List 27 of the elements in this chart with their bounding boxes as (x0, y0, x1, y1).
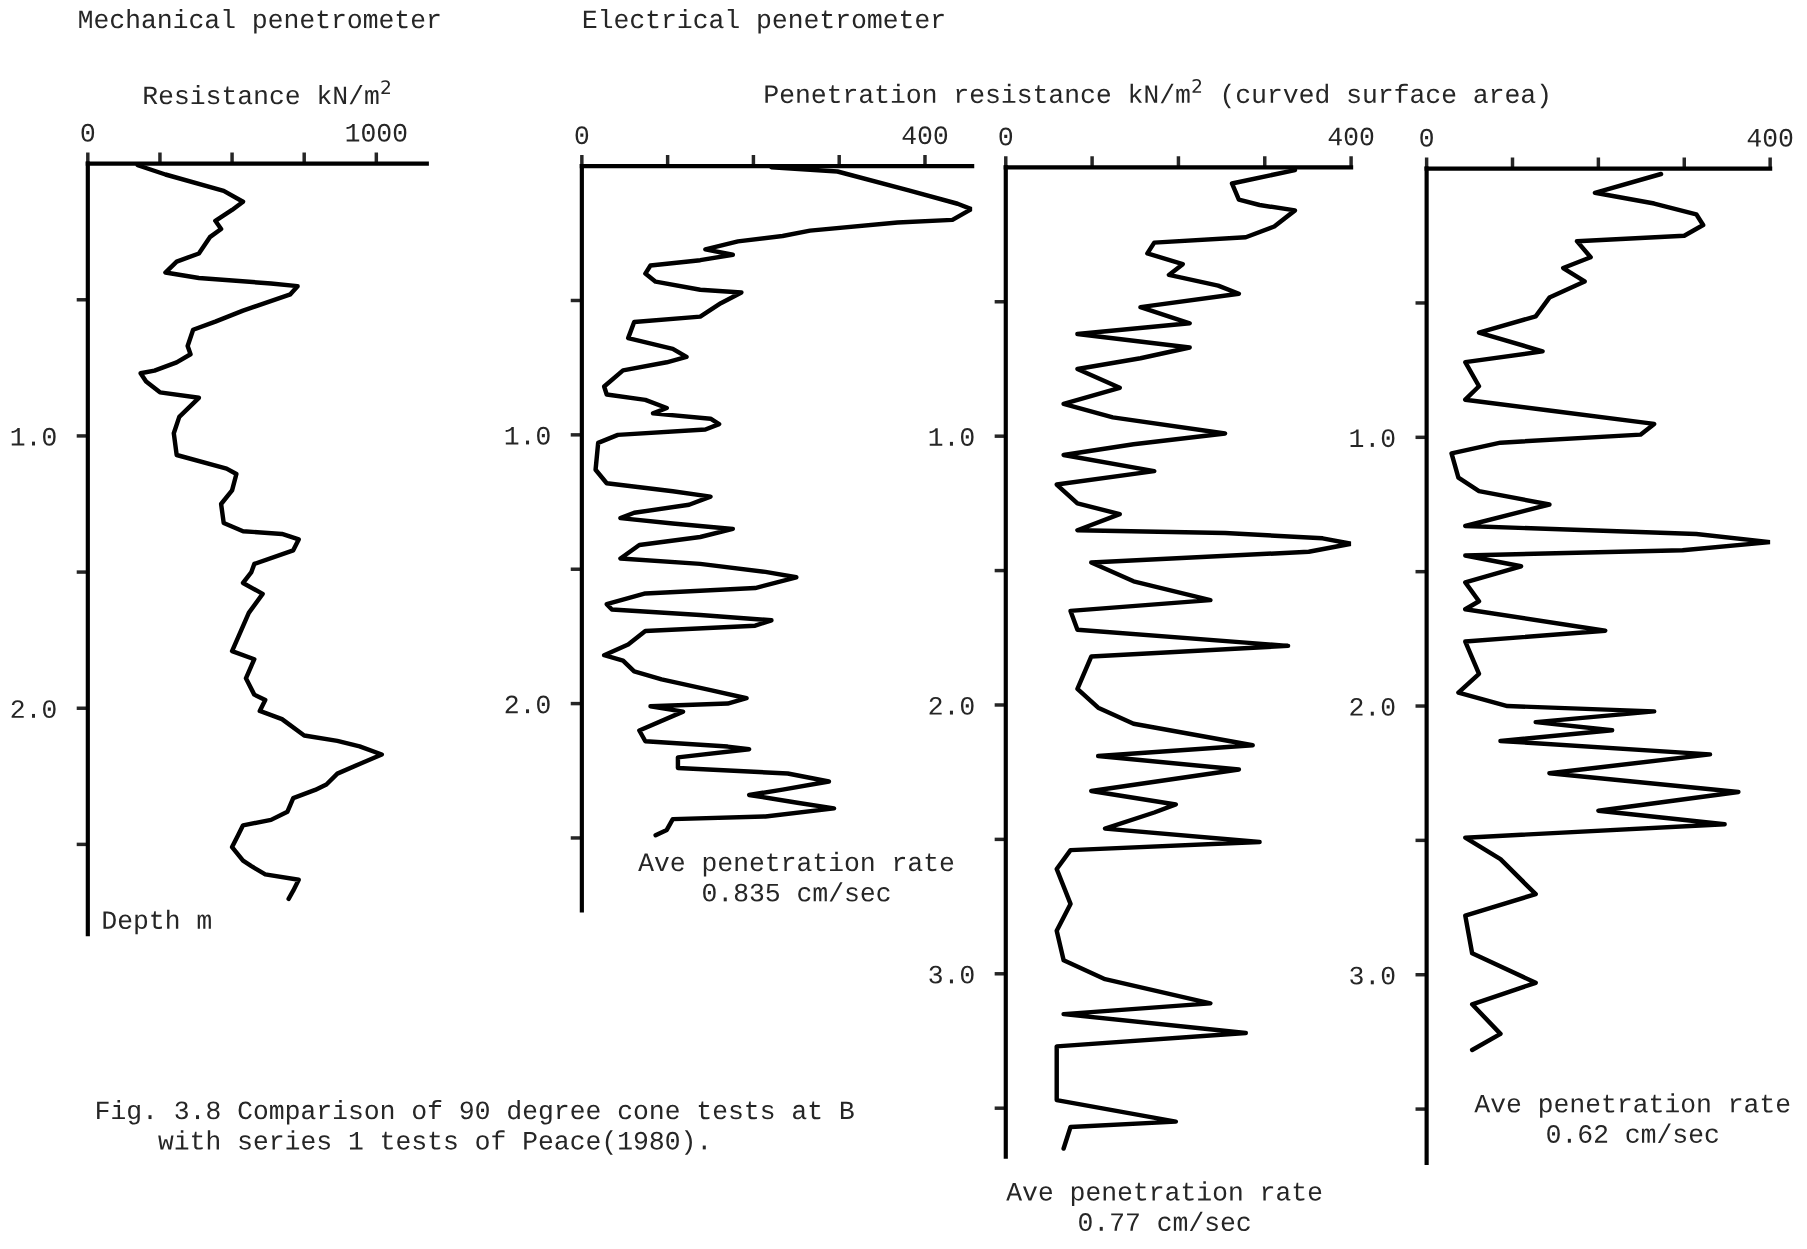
y-tick-label: 2.0 (929, 696, 974, 715)
chart-title: Mechanical penetrometer (79, 8, 440, 34)
caption: Fig. 3.8 Comparison of 90 degree cone tests at B with series 1 tests of Peace(1980). (97, 1099, 854, 1155)
x-tick-label: 1000 (346, 123, 407, 142)
x-tick-label: 400 (902, 126, 948, 145)
x-tick-label: 400 (1328, 127, 1374, 146)
y-tick-label: 1.0 (929, 428, 974, 446)
text: Penetration resistance kN/m$^{2}$ (curved surface area) (765, 79, 1548, 109)
y-tick-label: 3.0 (929, 965, 974, 984)
x-tick-label: 0 (575, 126, 589, 145)
y-tick-label: 3.0 (1350, 966, 1395, 985)
annotation: Ave penetration rate 0.62 cm/sec (1474, 1093, 1790, 1143)
y-tick-label: 1.0 (11, 427, 56, 446)
y-tick-label: 2.0 (11, 700, 56, 719)
y-tick-label: 2.0 (505, 695, 550, 714)
y-tick-label: 1.0 (1350, 429, 1395, 448)
x-axis-title: Resistance kN/m$^{2}$ (144, 80, 390, 105)
annotation: Ave penetration rate 0.835 cm/sec (638, 851, 954, 902)
x-tick-label: 0 (81, 123, 95, 142)
x-tick-label: 400 (1747, 128, 1793, 147)
x-tick-label: 0 (999, 127, 1013, 146)
y-tick-label: 1.0 (505, 426, 550, 445)
text: Ave penetration rate 0.77 cm/sec (1006, 1181, 1322, 1232)
chart-title: Electrical penetrometer (583, 8, 944, 34)
y-tick-label: 2.0 (1350, 697, 1395, 716)
y-axis-title: Depth m (103, 909, 211, 935)
x-tick-label: 0 (1420, 128, 1433, 147)
